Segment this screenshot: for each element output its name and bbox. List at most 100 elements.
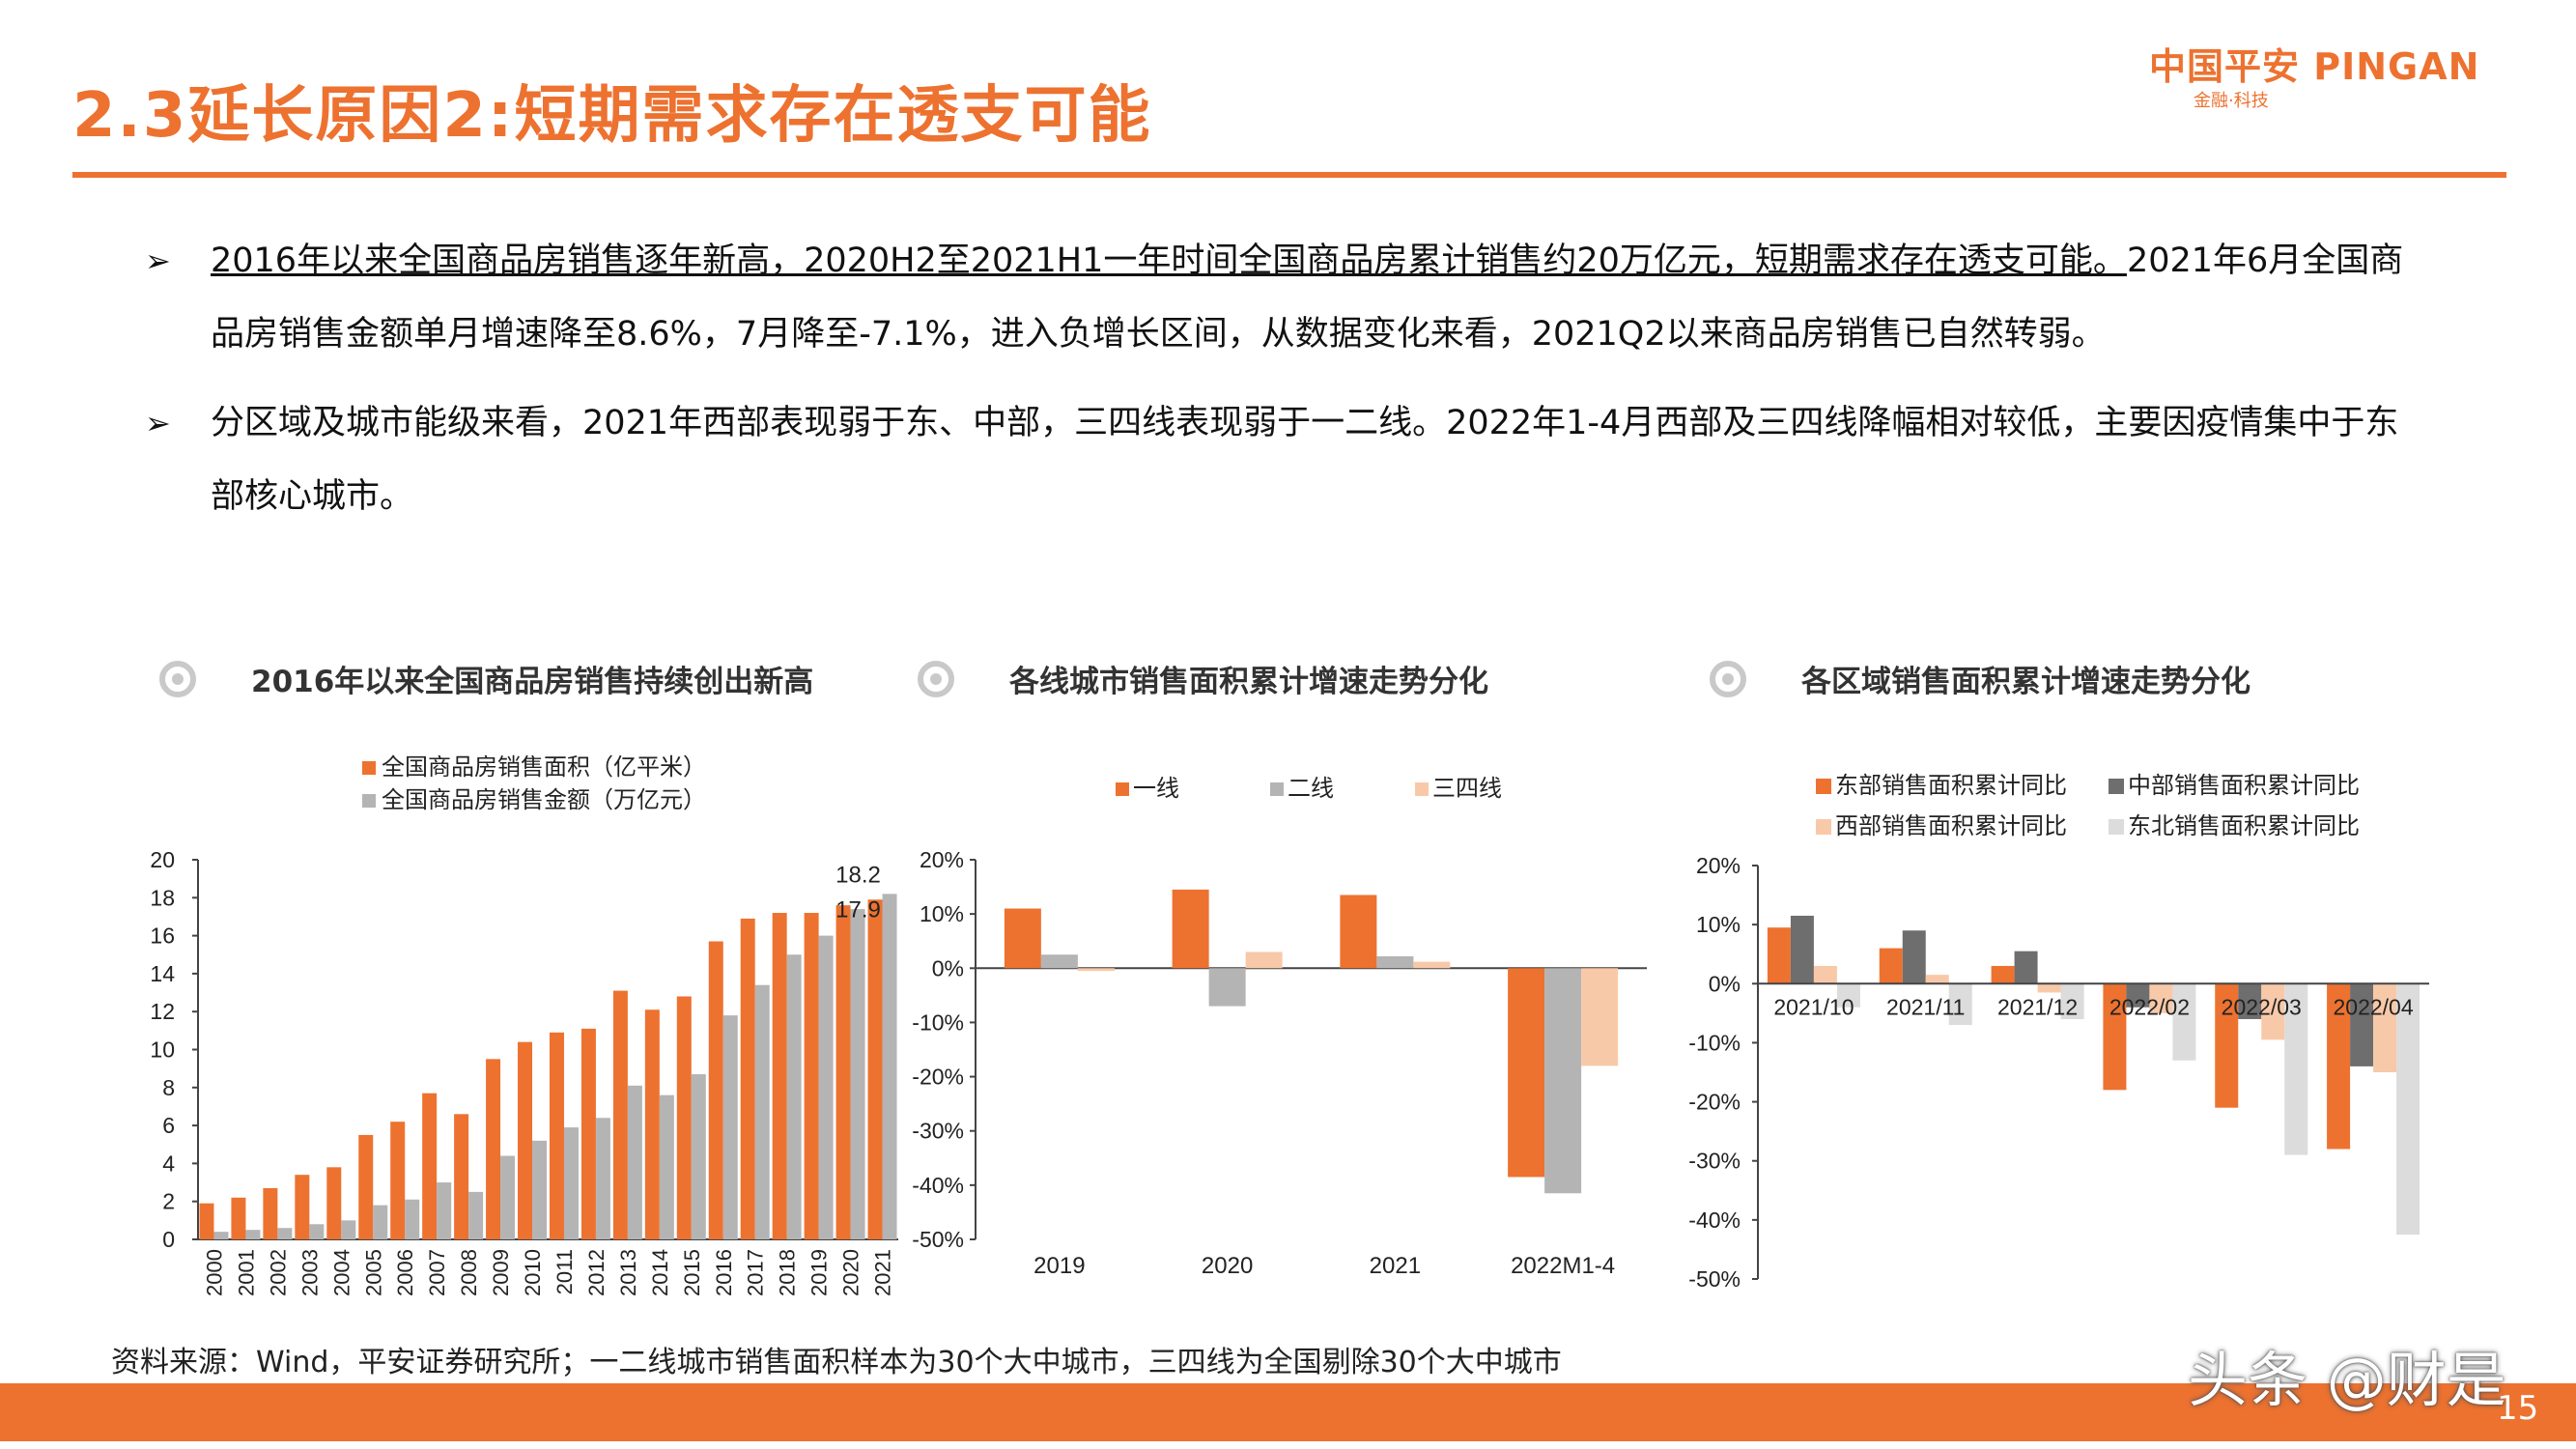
legend-label: 三四线 — [1432, 776, 1502, 802]
bar — [1004, 908, 1041, 969]
bar — [358, 1134, 374, 1239]
y-tick-label: 14 — [150, 961, 175, 986]
bar — [326, 1167, 342, 1239]
bar — [1902, 930, 1926, 984]
y-tick-label: 16 — [150, 923, 175, 949]
y-tick-label: 0 — [162, 1227, 175, 1252]
bar — [1790, 915, 1814, 984]
x-tick-label: 2021/12 — [1997, 994, 2078, 1019]
bar — [263, 1187, 278, 1239]
bar — [500, 1155, 516, 1239]
bar — [277, 1228, 293, 1239]
y-tick-label: 20% — [920, 847, 964, 872]
chart-1-title: 2016年以来全国商品房销售持续创出新高 — [251, 665, 814, 699]
y-tick-label: -30% — [1688, 1149, 1741, 1174]
chart-national-sales: 全国商品房销售面积（亿平米） 全国商品房销售金额（万亿元） 0 2 4 6 8 10 12 14 1… — [150, 754, 898, 1296]
bar — [549, 1032, 564, 1239]
radio-circle-icon — [918, 661, 954, 697]
x-tick-label: 2005 — [361, 1249, 385, 1296]
x-tick-label: 2012 — [584, 1249, 609, 1296]
bar — [2373, 983, 2397, 1072]
y-tick-label: -40% — [1688, 1208, 1741, 1233]
page-number: 15 — [2497, 1389, 2539, 1428]
bar — [659, 1094, 674, 1239]
x-tick-label: 2002 — [266, 1249, 290, 1296]
bar — [1340, 895, 1377, 969]
y-tick-label: 10 — [150, 1037, 175, 1063]
y-tick-label: 10% — [1696, 912, 1741, 937]
bar — [518, 1041, 533, 1239]
bar — [708, 941, 723, 1239]
y-tick-label: 20% — [1696, 853, 1741, 878]
y-tick-label: -20% — [913, 1065, 964, 1090]
legend-label: 东北销售面积累计同比 — [2128, 813, 2360, 839]
bar — [1508, 968, 1545, 1178]
x-tick-label: 2003 — [297, 1249, 322, 1296]
y-tick-label: 4 — [162, 1151, 175, 1176]
x-tick-label: 2021 — [871, 1249, 895, 1296]
title-divider — [72, 172, 2506, 178]
legend-label: 全国商品房销售面积（亿平米） — [382, 754, 706, 781]
x-tick-label: 2011 — [552, 1249, 577, 1294]
bar — [1925, 975, 1949, 984]
bar — [2350, 983, 2374, 1066]
data-label: 18.2 — [835, 862, 881, 888]
x-tick-label: 2021/10 — [1773, 994, 1854, 1019]
bar — [2172, 983, 2196, 1061]
bar — [468, 1191, 484, 1239]
bar — [422, 1093, 438, 1239]
x-tick-label: 2017 — [744, 1249, 768, 1296]
y-tick-label: -50% — [913, 1227, 964, 1252]
y-tick-label: 2 — [162, 1189, 175, 1214]
bar — [1544, 968, 1582, 1194]
chart-city-tier-growth: 一线 二线 三四线 20% 10% 0% -10% -20% -30% -40% -50% 2019 2… — [913, 776, 1647, 1279]
bar — [2126, 983, 2150, 1008]
x-tick-label: 2020 — [1202, 1253, 1253, 1279]
x-tick-label: 2010 — [521, 1249, 545, 1296]
bar — [245, 1230, 261, 1239]
bar — [454, 1114, 469, 1239]
x-tick-label: 2009 — [489, 1249, 513, 1296]
bar — [2215, 983, 2239, 1108]
legend-label: 全国商品房销售金额（万亿元） — [382, 787, 706, 813]
radio-circle-icon — [1710, 661, 1746, 697]
x-tick-label: 2015 — [680, 1249, 704, 1296]
bar — [341, 1220, 356, 1239]
x-tick-label: 2022/02 — [2109, 994, 2190, 1019]
bar — [740, 918, 755, 1239]
x-tick-label: 2000 — [202, 1249, 226, 1296]
x-tick-label: 2016 — [712, 1249, 736, 1296]
bar — [1077, 968, 1115, 972]
y-tick-label: 0% — [1709, 971, 1741, 996]
y-tick-label: 18 — [150, 885, 175, 910]
logo-text: 中国平安 PINGAN — [2149, 45, 2480, 88]
data-label: 17.9 — [835, 896, 881, 923]
x-tick-label: 2019 — [1033, 1253, 1085, 1279]
bar — [213, 1232, 229, 1239]
x-tick-label: 2021/11 — [1886, 994, 1965, 1019]
bar — [1991, 965, 2015, 984]
bar — [1836, 983, 1860, 1008]
bar — [2060, 983, 2084, 1019]
x-tick-label: 2021 — [1370, 1253, 1421, 1279]
bar — [532, 1140, 548, 1239]
bar — [722, 1015, 738, 1239]
bar — [2014, 951, 2038, 984]
legend-label: 二线 — [1288, 776, 1334, 802]
bar — [644, 1009, 660, 1239]
bar — [772, 913, 787, 1239]
y-tick-label: 8 — [162, 1075, 175, 1100]
bar — [295, 1175, 310, 1239]
y-tick-label: 6 — [162, 1113, 175, 1138]
bar — [199, 1203, 214, 1239]
y-tick-label: -10% — [1688, 1030, 1741, 1055]
bar — [867, 899, 883, 1239]
bar — [754, 984, 770, 1239]
x-tick-label: 2007 — [425, 1249, 449, 1296]
x-tick-label: 2001 — [234, 1249, 258, 1296]
bar — [2149, 983, 2173, 1013]
bar — [2238, 983, 2262, 1019]
bar — [595, 1118, 610, 1239]
legend-label: 中部销售面积累计同比 — [2128, 773, 2360, 799]
bar — [1948, 983, 1972, 1026]
